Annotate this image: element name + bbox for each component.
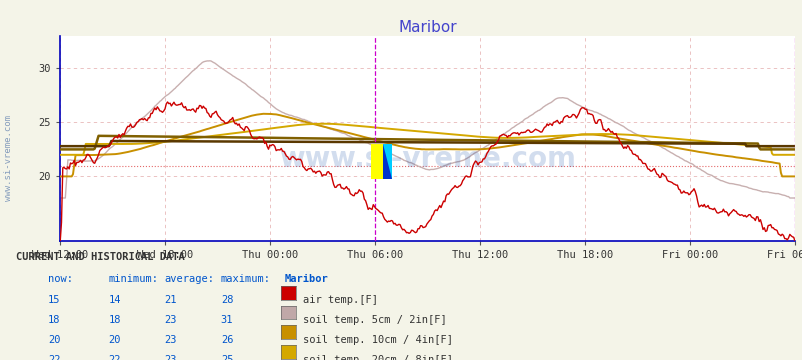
Text: average:: average: (164, 274, 214, 284)
Text: CURRENT AND HISTORICAL DATA: CURRENT AND HISTORICAL DATA (16, 252, 184, 262)
Text: 23: 23 (164, 315, 177, 325)
Polygon shape (383, 144, 391, 179)
Text: 28: 28 (221, 295, 233, 305)
Bar (383, 144, 391, 179)
Text: 18: 18 (108, 315, 121, 325)
Text: 20: 20 (108, 335, 121, 345)
Text: 22: 22 (48, 355, 61, 360)
Text: 20: 20 (48, 335, 61, 345)
Text: 26: 26 (221, 335, 233, 345)
Bar (371, 144, 383, 179)
Text: www.si-vreme.com: www.si-vreme.com (279, 145, 575, 173)
Text: soil temp. 5cm / 2in[F]: soil temp. 5cm / 2in[F] (302, 315, 446, 325)
Text: www.si-vreme.com: www.si-vreme.com (3, 116, 13, 201)
Text: maximum:: maximum: (221, 274, 270, 284)
Text: 22: 22 (108, 355, 121, 360)
Text: 23: 23 (164, 355, 177, 360)
Title: Maribor: Maribor (398, 20, 456, 35)
Text: 31: 31 (221, 315, 233, 325)
Text: 25: 25 (221, 355, 233, 360)
Text: 15: 15 (48, 295, 61, 305)
Text: now:: now: (48, 274, 73, 284)
Text: soil temp. 10cm / 4in[F]: soil temp. 10cm / 4in[F] (302, 335, 452, 345)
Text: 23: 23 (164, 335, 177, 345)
Text: 18: 18 (48, 315, 61, 325)
Text: Maribor: Maribor (285, 274, 328, 284)
Text: minimum:: minimum: (108, 274, 158, 284)
Text: 14: 14 (108, 295, 121, 305)
Text: 21: 21 (164, 295, 177, 305)
Text: soil temp. 20cm / 8in[F]: soil temp. 20cm / 8in[F] (302, 355, 452, 360)
Text: air temp.[F]: air temp.[F] (302, 295, 377, 305)
